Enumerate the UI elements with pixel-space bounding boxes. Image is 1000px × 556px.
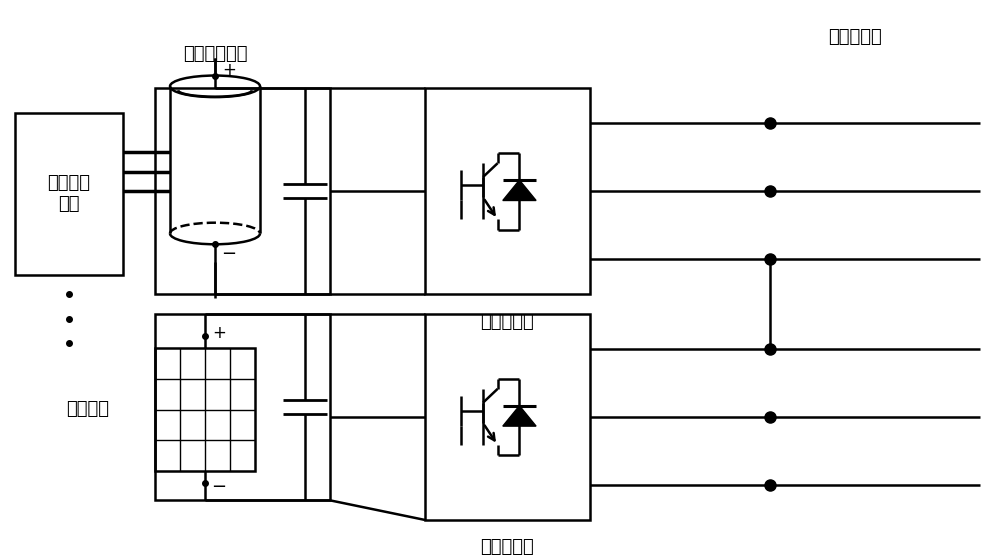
Bar [425,88,590,294]
Bar [155,88,330,294]
Text: 光伏变流器: 光伏变流器 [480,538,534,556]
Bar [155,314,330,500]
Polygon shape [503,180,536,201]
Text: −: − [221,245,237,263]
Bar [15,113,123,275]
Text: 光伏阵列: 光伏阵列 [66,400,110,418]
Text: +: + [212,324,226,341]
Text: 电池管理
系统: 电池管理 系统 [48,174,90,212]
Polygon shape [503,406,536,426]
Bar [425,314,590,520]
Text: 储能变流器: 储能变流器 [480,313,534,331]
Text: +: + [222,61,236,78]
Text: −: − [211,478,227,495]
Text: 电池储能系统: 电池储能系统 [183,45,247,63]
Text: 功率联络线: 功率联络线 [828,28,882,46]
Bar [155,348,255,471]
